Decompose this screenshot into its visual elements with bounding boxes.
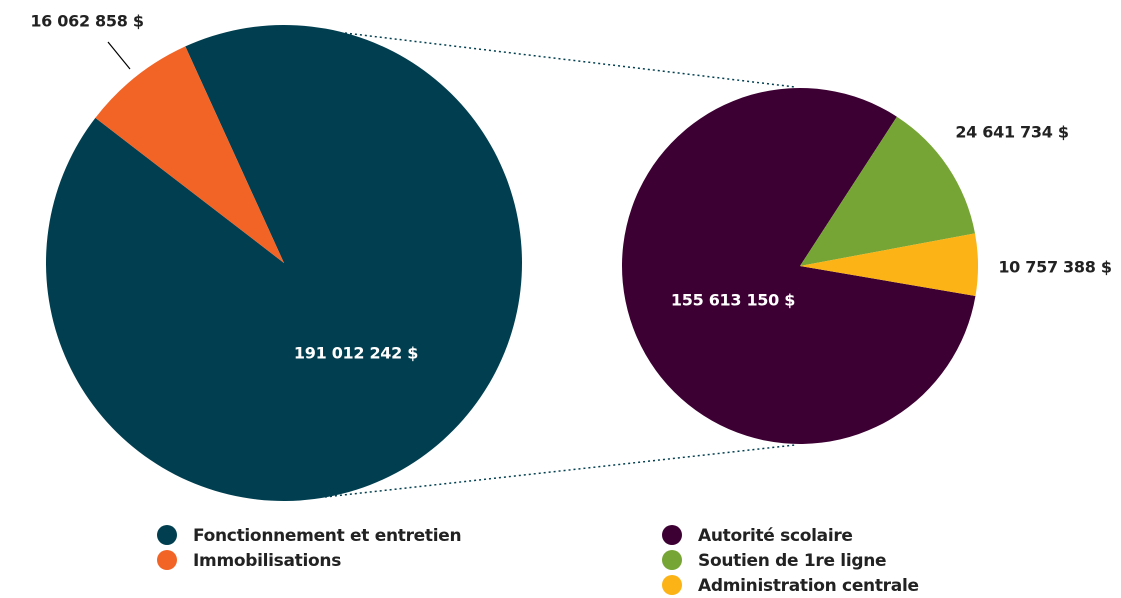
legend-marker xyxy=(662,525,682,545)
legend-marker xyxy=(157,525,177,545)
connector-line xyxy=(324,444,796,498)
legend-marker xyxy=(662,550,682,570)
legend-label: Soutien de 1re ligne xyxy=(698,551,886,571)
legend-marker xyxy=(157,550,177,570)
leader-line xyxy=(107,41,131,70)
value-label: 16 062 858 $ xyxy=(30,12,143,31)
pie-slice xyxy=(46,25,522,502)
pie-slice xyxy=(95,46,284,264)
legend-label: Immobilisations xyxy=(193,551,341,571)
pie-slice xyxy=(800,116,975,267)
legend-marker xyxy=(662,575,682,595)
value-label: 10 757 388 $ xyxy=(998,258,1111,277)
value-label: 155 613 150 $ xyxy=(671,291,795,310)
pie-slice xyxy=(622,87,976,444)
legend-label: Administration centrale xyxy=(698,576,919,596)
value-label: 24 641 734 $ xyxy=(955,123,1068,142)
value-label: 191 012 242 $ xyxy=(294,344,418,363)
connector-line xyxy=(344,32,796,88)
pie-slice xyxy=(800,233,978,296)
legend-label: Autorité scolaire xyxy=(698,526,853,546)
legend-label: Fonctionnement et entretien xyxy=(193,526,461,546)
